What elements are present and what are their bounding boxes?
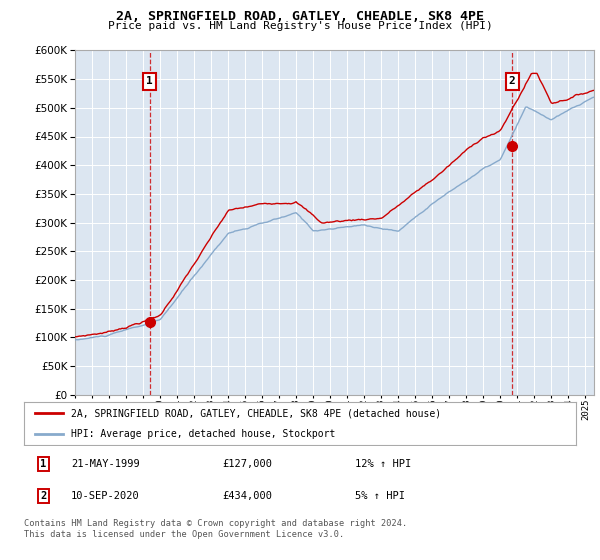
Text: £127,000: £127,000 [223, 459, 273, 469]
Text: 2: 2 [40, 491, 46, 501]
Text: 2: 2 [509, 76, 515, 86]
Text: 2A, SPRINGFIELD ROAD, GATLEY, CHEADLE, SK8 4PE: 2A, SPRINGFIELD ROAD, GATLEY, CHEADLE, S… [116, 10, 484, 23]
Text: 1: 1 [146, 76, 153, 86]
Text: HPI: Average price, detached house, Stockport: HPI: Average price, detached house, Stoc… [71, 430, 335, 439]
Text: Contains HM Land Registry data © Crown copyright and database right 2024.
This d: Contains HM Land Registry data © Crown c… [24, 519, 407, 539]
Text: 2A, SPRINGFIELD ROAD, GATLEY, CHEADLE, SK8 4PE (detached house): 2A, SPRINGFIELD ROAD, GATLEY, CHEADLE, S… [71, 408, 441, 418]
Text: 5% ↑ HPI: 5% ↑ HPI [355, 491, 405, 501]
Text: 10-SEP-2020: 10-SEP-2020 [71, 491, 140, 501]
Text: £434,000: £434,000 [223, 491, 273, 501]
Text: 21-MAY-1999: 21-MAY-1999 [71, 459, 140, 469]
Text: 1: 1 [40, 459, 46, 469]
Text: 12% ↑ HPI: 12% ↑ HPI [355, 459, 412, 469]
Text: Price paid vs. HM Land Registry's House Price Index (HPI): Price paid vs. HM Land Registry's House … [107, 21, 493, 31]
